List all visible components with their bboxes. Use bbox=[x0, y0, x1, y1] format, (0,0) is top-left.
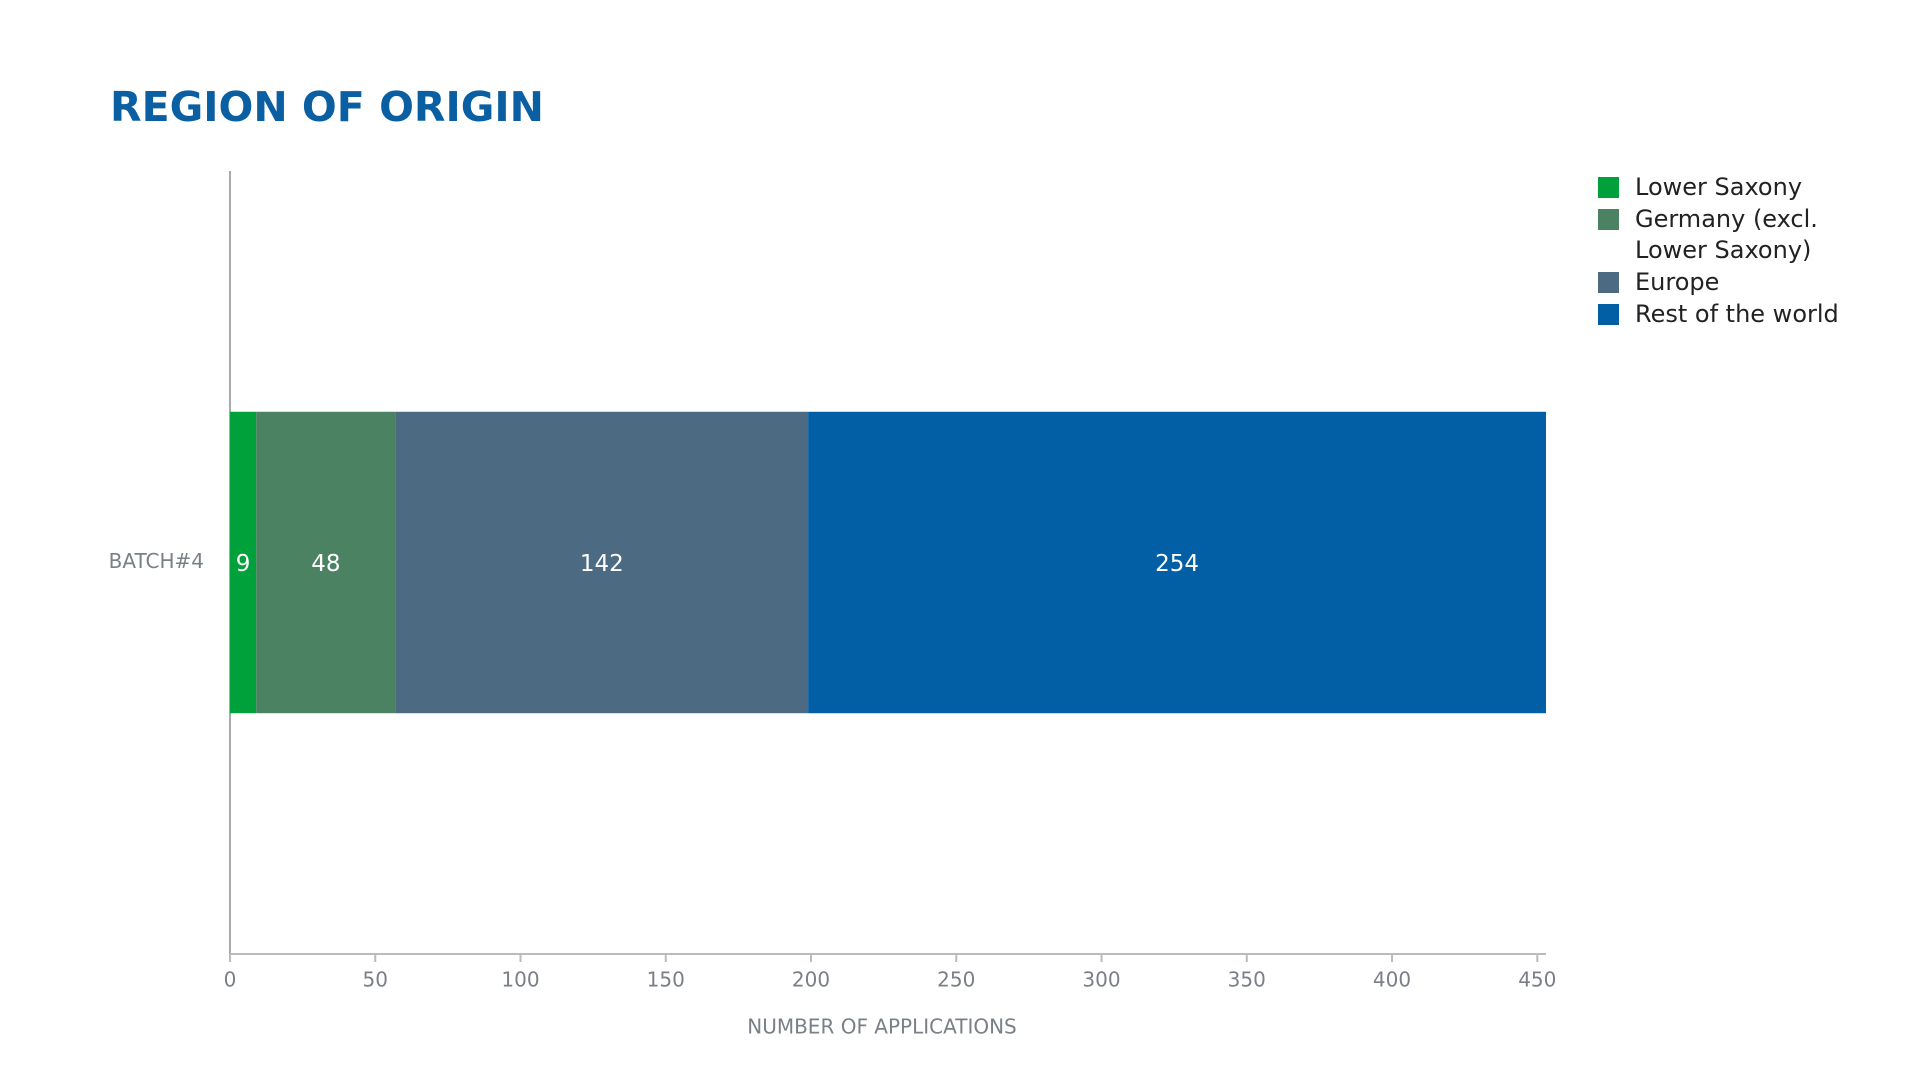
legend-swatch bbox=[1598, 209, 1619, 230]
x-tick-label: 0 bbox=[224, 968, 237, 992]
data-label: 48 bbox=[311, 551, 340, 577]
legend-label: Rest of the world bbox=[1635, 300, 1839, 328]
legend-label: Germany (excl. Lower Saxony) bbox=[1635, 205, 1818, 264]
legend-item: Rest of the world bbox=[1598, 299, 1858, 330]
x-tick-label: 200 bbox=[792, 968, 830, 992]
data-label: 254 bbox=[1155, 551, 1199, 577]
legend-item: Germany (excl. Lower Saxony) bbox=[1598, 204, 1858, 266]
x-tick-label: 350 bbox=[1228, 968, 1266, 992]
bar-segment bbox=[808, 411, 1546, 714]
legend-label: Europe bbox=[1635, 268, 1720, 296]
x-tick-label: 100 bbox=[501, 968, 539, 992]
bar-segment bbox=[230, 411, 257, 714]
legend-swatch bbox=[1598, 304, 1619, 325]
data-label: 142 bbox=[580, 551, 624, 577]
legend: Lower Saxony Germany (excl. Lower Saxony)… bbox=[1598, 172, 1858, 331]
x-tick-label: 50 bbox=[363, 968, 388, 992]
legend-swatch bbox=[1598, 272, 1619, 293]
x-tick-label: 150 bbox=[647, 968, 685, 992]
legend-item: Europe bbox=[1598, 267, 1858, 298]
legend-label: Lower Saxony bbox=[1635, 173, 1803, 201]
bar-segment bbox=[395, 411, 809, 714]
x-axis-title: NUMBER OF APPLICATIONS bbox=[747, 1015, 1017, 1039]
bar-segment bbox=[256, 411, 396, 714]
chart-title: REGION OF ORIGIN bbox=[110, 83, 544, 131]
legend-swatch bbox=[1598, 177, 1619, 198]
x-tick-label: 400 bbox=[1373, 968, 1411, 992]
legend-item: Lower Saxony bbox=[1598, 172, 1858, 203]
x-tick-label: 450 bbox=[1518, 968, 1556, 992]
y-tick-label: BATCH#4 bbox=[109, 549, 204, 573]
x-tick-label: 300 bbox=[1082, 968, 1120, 992]
x-tick-label: 250 bbox=[937, 968, 975, 992]
data-label: 9 bbox=[236, 551, 251, 577]
